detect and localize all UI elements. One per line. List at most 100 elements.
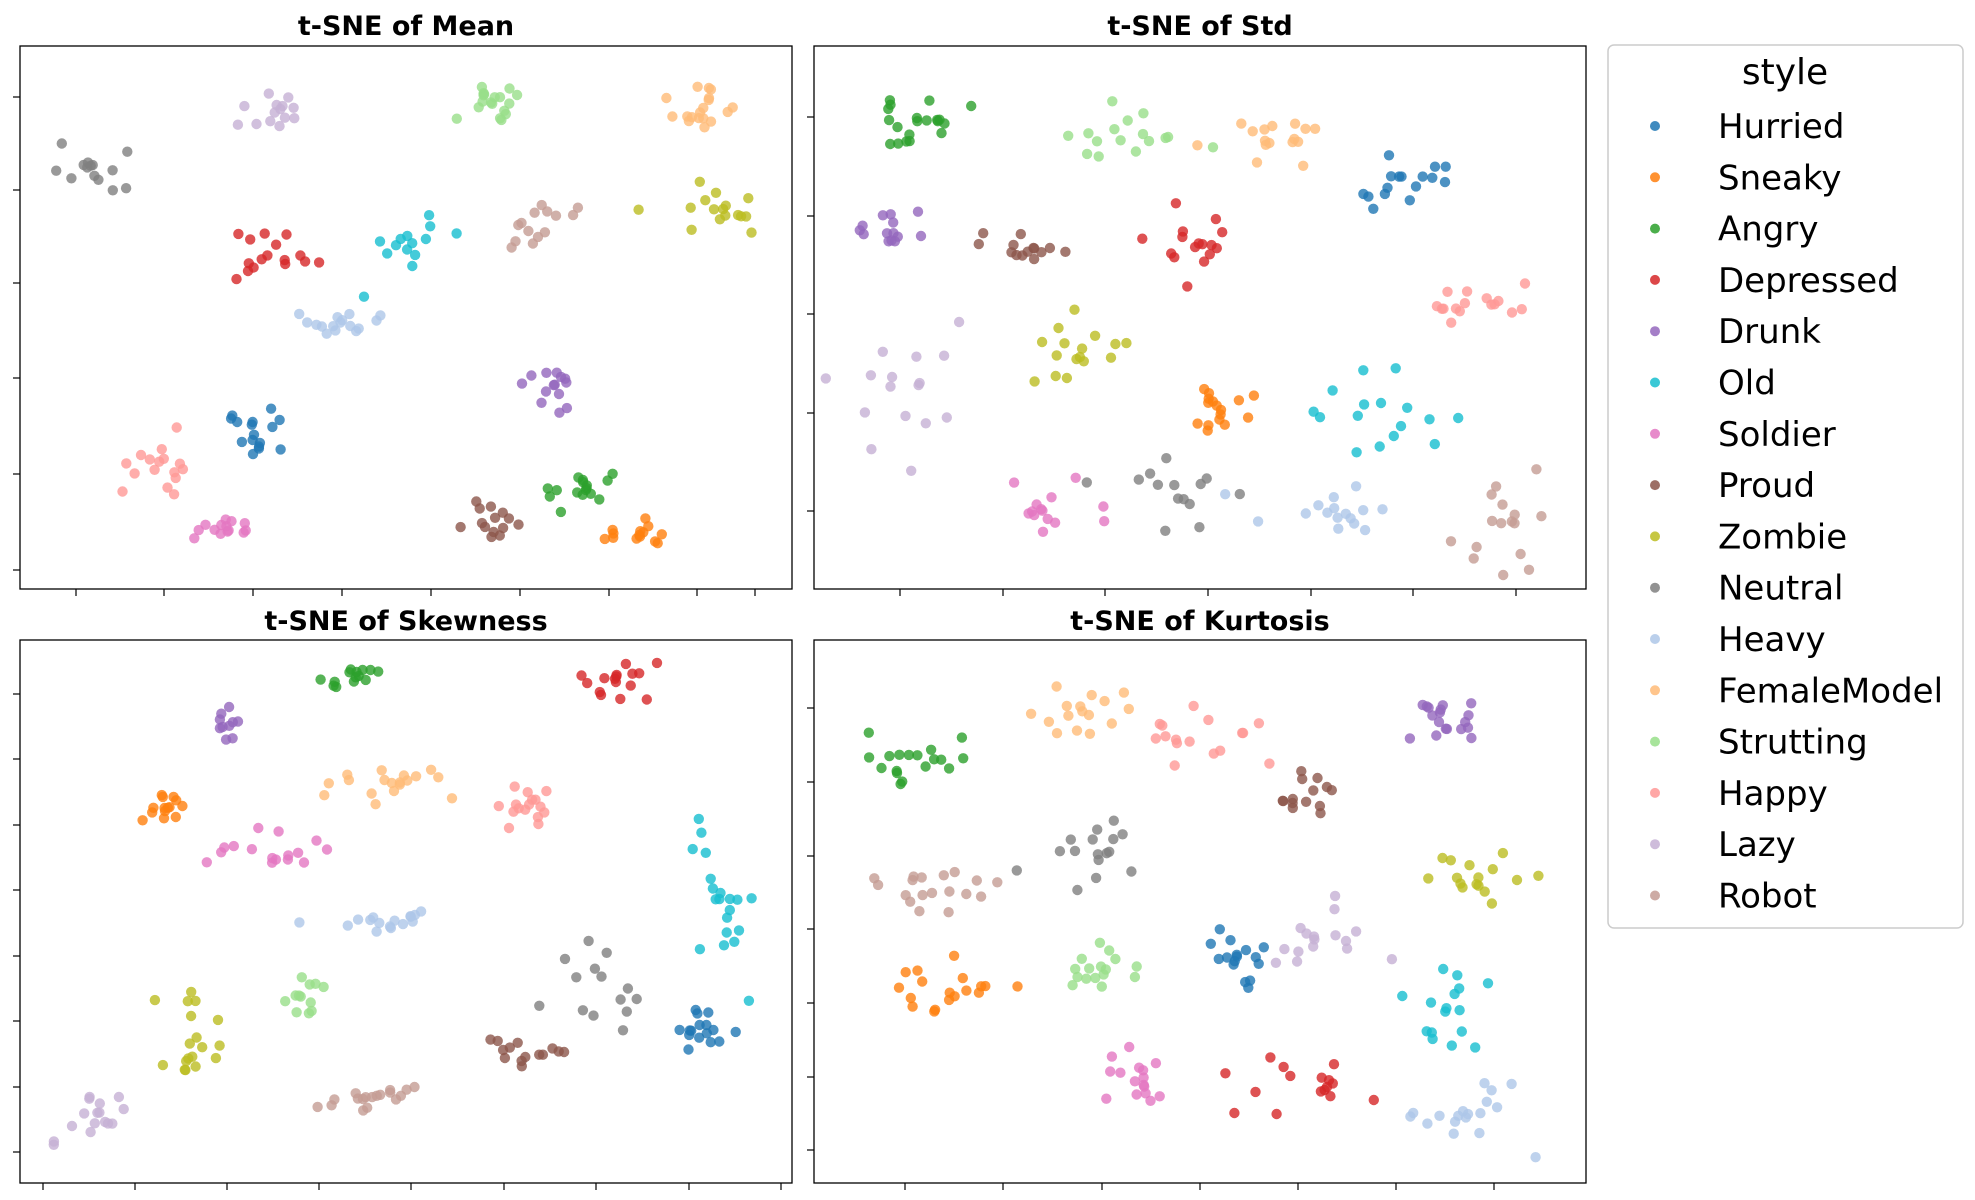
data-point — [1121, 337, 1132, 349]
data-point — [555, 506, 567, 518]
data-point — [820, 373, 831, 384]
data-point — [1395, 420, 1407, 432]
data-point — [1115, 135, 1126, 146]
data-point — [94, 1107, 105, 1118]
data-point — [1070, 963, 1081, 975]
data-point — [1506, 307, 1518, 318]
data-point — [1160, 525, 1171, 536]
data-point — [1445, 536, 1457, 547]
data-point — [529, 207, 540, 218]
data-point — [371, 926, 382, 937]
data-point — [1271, 1108, 1282, 1120]
data-point — [684, 1025, 695, 1036]
data-point — [1236, 118, 1247, 129]
data-point — [536, 397, 547, 408]
data-point — [1277, 795, 1289, 807]
data-point — [588, 1010, 599, 1021]
data-point — [269, 107, 280, 118]
data-point — [248, 429, 260, 440]
data-point — [693, 813, 704, 825]
series-soldier — [1008, 472, 1110, 537]
data-point — [1374, 441, 1385, 452]
data-point — [1265, 1052, 1276, 1063]
data-point — [1402, 402, 1413, 413]
data-point — [1295, 922, 1306, 934]
data-point — [224, 720, 235, 731]
data-point — [382, 248, 393, 259]
series-proud — [1277, 766, 1338, 819]
data-point — [633, 204, 644, 215]
data-point — [1108, 815, 1120, 826]
data-point — [342, 769, 353, 780]
data-point — [1368, 1094, 1380, 1106]
data-point — [1297, 773, 1308, 785]
data-point — [1008, 477, 1020, 488]
plot-area-frame — [19, 45, 793, 590]
data-point — [541, 367, 552, 378]
data-point — [1150, 1058, 1162, 1069]
data-point — [1081, 148, 1093, 160]
legend-entry-hurried: Hurried — [1650, 107, 1844, 147]
data-point — [1170, 734, 1182, 745]
data-point — [323, 778, 334, 789]
data-point — [232, 119, 244, 130]
data-point — [863, 752, 875, 763]
data-point — [957, 972, 968, 984]
data-point — [214, 723, 226, 734]
data-point — [943, 763, 955, 774]
data-point — [714, 1036, 725, 1047]
data-point — [714, 893, 725, 905]
data-point — [489, 512, 501, 523]
data-point — [973, 238, 984, 250]
data-point — [1161, 453, 1172, 464]
data-point — [315, 674, 326, 685]
data-point — [900, 410, 911, 422]
data-point — [617, 1025, 629, 1036]
data-point — [1215, 404, 1227, 416]
data-point — [214, 1040, 225, 1051]
data-point — [1169, 252, 1180, 263]
data-point — [1446, 1040, 1458, 1051]
data-point — [743, 193, 754, 204]
data-point — [905, 992, 916, 1004]
data-point — [84, 1091, 95, 1103]
series-soldier — [1101, 1041, 1165, 1107]
data-point — [705, 1037, 716, 1048]
data-point — [1427, 1033, 1438, 1045]
data-point — [1424, 414, 1435, 425]
data-point — [183, 1053, 194, 1064]
data-point — [1429, 161, 1441, 172]
data-point — [530, 794, 541, 805]
data-point — [608, 532, 619, 543]
data-point — [1169, 479, 1180, 491]
data-point — [703, 94, 714, 106]
data-point — [859, 407, 871, 418]
data-point — [1531, 464, 1542, 475]
data-point — [1106, 718, 1118, 729]
data-point — [274, 414, 285, 426]
data-point — [451, 228, 462, 239]
data-point — [1442, 286, 1453, 297]
series-neutral — [1081, 453, 1246, 536]
plot-area-frame — [813, 45, 1587, 590]
data-point — [407, 260, 418, 272]
data-point — [253, 443, 265, 454]
data-point — [523, 225, 534, 237]
series-drunk — [1404, 698, 1477, 744]
legend-entries: Hurried Sneaky Angry Depressed Drunk Old Soldi… — [1650, 107, 1943, 917]
data-point — [961, 985, 972, 996]
data-point — [1083, 128, 1094, 139]
data-point — [683, 1044, 694, 1055]
data-point — [1448, 1128, 1459, 1139]
data-point — [1287, 793, 1299, 805]
data-point — [294, 917, 305, 928]
data-point — [1144, 468, 1156, 479]
legend-entry-happy: Happy — [1650, 774, 1828, 814]
data-point — [1012, 981, 1023, 992]
data-point — [1457, 1106, 1469, 1117]
series-sneaky — [599, 513, 667, 549]
data-point — [1091, 136, 1103, 147]
data-point — [409, 249, 421, 261]
data-point — [1408, 1107, 1419, 1119]
data-point — [1264, 758, 1275, 769]
